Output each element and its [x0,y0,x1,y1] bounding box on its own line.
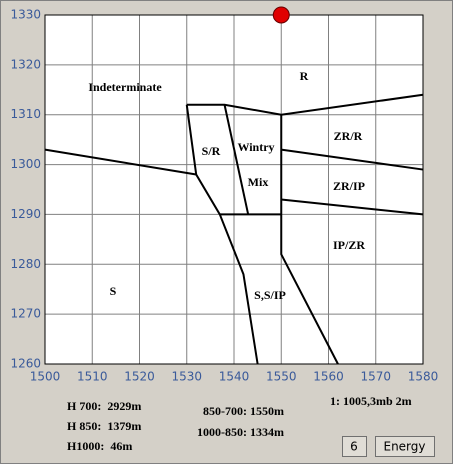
x-tick-label: 1580 [408,370,439,384]
region-boundary [281,148,424,171]
region-boundary [44,148,197,176]
x-tick-label: 1500 [30,370,61,384]
x-tick-label: 1570 [360,370,391,384]
y-tick-label: 1270 [10,307,41,321]
region-label: R [300,69,309,83]
y-tick-label: 1320 [10,57,41,71]
readout: 1: 1005,3mb 2m [330,394,412,408]
region-label: S/R [202,144,221,158]
y-tick-label: 1260 [10,357,41,371]
current-point [272,6,290,24]
button-face [375,436,435,457]
y-tick-label: 1280 [10,257,41,271]
x-tick-label: 1530 [171,370,202,384]
y-tick-label: 1310 [10,107,41,121]
region-label: ZR/IP [333,179,365,193]
x-tick-label: 1540 [219,370,250,384]
button[interactable]: 6 [342,436,367,457]
y-tick-label: 1290 [10,207,41,221]
plot-border [44,14,424,365]
x-tick-label: 1520 [124,370,155,384]
x-tick-label: 1560 [313,370,344,384]
x-tick-label: 1550 [266,370,297,384]
readout: 1000-850: 1334m [197,425,284,439]
button-label: Energy [383,440,425,454]
y-tick-label: 1300 [10,157,41,171]
button-face [342,436,367,457]
readout: H 700: 2929m [67,399,141,413]
button[interactable]: Energy [375,436,435,457]
readout: 850-700: 1550m [203,404,284,418]
region-label: S,S/IP [254,288,286,302]
region-boundary [223,104,250,215]
region-boundary [281,198,424,216]
region-boundary [280,114,339,365]
region-label: Mix [248,175,269,189]
x-tick-label: 1510 [77,370,108,384]
region-label: S [110,284,117,298]
y-tick-label: 1330 [10,8,41,22]
region-label: ZR/R [334,129,363,143]
region-label: Wintry [237,140,274,154]
readout: H1000: 46m [67,439,132,453]
readout: H 850: 1379m [67,419,141,433]
region-label: Indeterminate [88,80,162,94]
region-boundary [186,93,424,116]
region-label: IP/ZR [333,238,365,252]
button-label: 6 [350,440,358,454]
